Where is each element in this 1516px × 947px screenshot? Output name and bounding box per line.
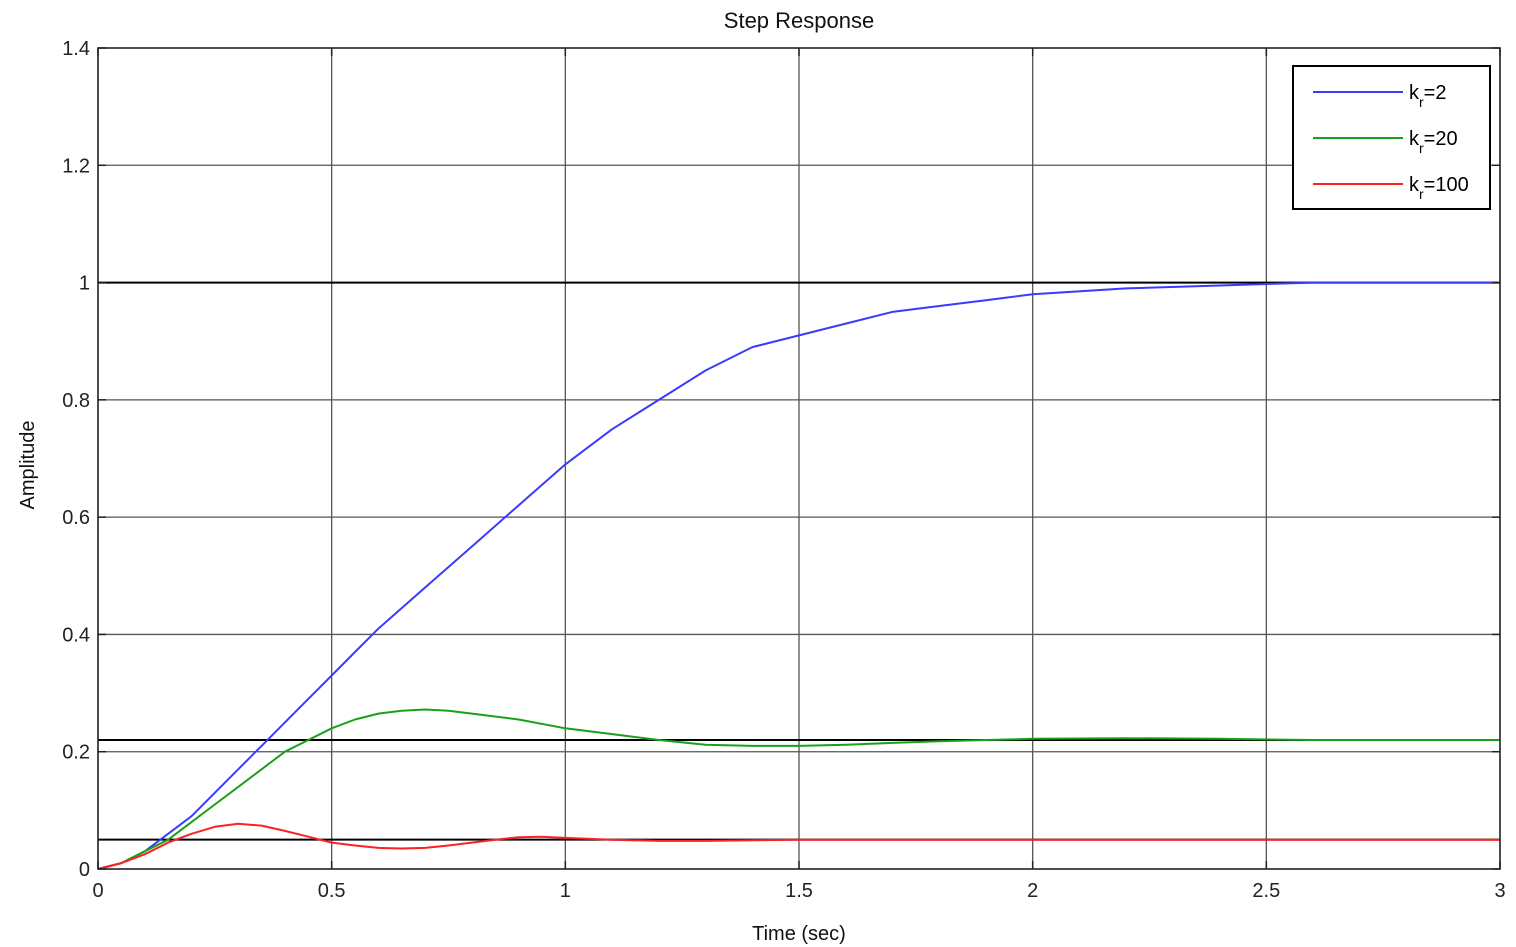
x-tick-label: 2	[1027, 880, 1038, 902]
legend-label-sub: r	[1419, 186, 1424, 202]
x-axis-label: Time (sec)	[752, 923, 846, 945]
x-tick-label: 0	[92, 880, 103, 902]
legend-label: kr=20	[1409, 128, 1458, 156]
series-line-0	[97, 281, 1500, 870]
legend-label: kr=2	[1409, 82, 1446, 110]
x-tick-label: 3	[1494, 880, 1505, 902]
y-tick-label: 0.4	[62, 624, 90, 646]
chart-title: Step Response	[724, 8, 874, 33]
legend-label-sub: r	[1419, 94, 1424, 110]
y-tick-label: 0.8	[62, 390, 90, 412]
x-tick-label: 0.5	[318, 880, 346, 902]
legend-label-sub: r	[1419, 140, 1424, 156]
y-tick-label: 1.4	[62, 38, 90, 60]
y-axis-label: Amplitude	[17, 421, 39, 510]
series-line-1	[97, 708, 1500, 870]
legend-label-base: k	[1409, 174, 1420, 196]
y-tick-label: 1	[79, 273, 90, 295]
series-lines	[97, 281, 1500, 870]
y-tick-label: 1.2	[62, 155, 90, 177]
y-tick-label: 0.6	[62, 507, 90, 529]
series-line-2	[97, 822, 1500, 870]
x-tick-labels: 0 0.5 1 1.5 2 2.5 3	[92, 880, 1505, 902]
legend-label-base: k	[1409, 82, 1420, 104]
y-tick-labels: 0 0.2 0.4 0.6 0.8 1 1.2 1.4	[62, 38, 90, 881]
legend-label: kr=100	[1409, 174, 1469, 202]
legend-label-rest: =20	[1424, 128, 1458, 150]
axis-ticks	[97, 47, 1501, 870]
x-tick-label: 1	[560, 880, 571, 902]
legend-label-rest: =2	[1424, 82, 1447, 104]
legend-label-rest: =100	[1424, 174, 1469, 196]
legend-label-base: k	[1409, 128, 1420, 150]
y-tick-label: 0	[79, 859, 90, 881]
y-tick-label: 0.2	[62, 742, 90, 764]
x-tick-label: 1.5	[785, 880, 813, 902]
x-tick-label: 2.5	[1252, 880, 1280, 902]
